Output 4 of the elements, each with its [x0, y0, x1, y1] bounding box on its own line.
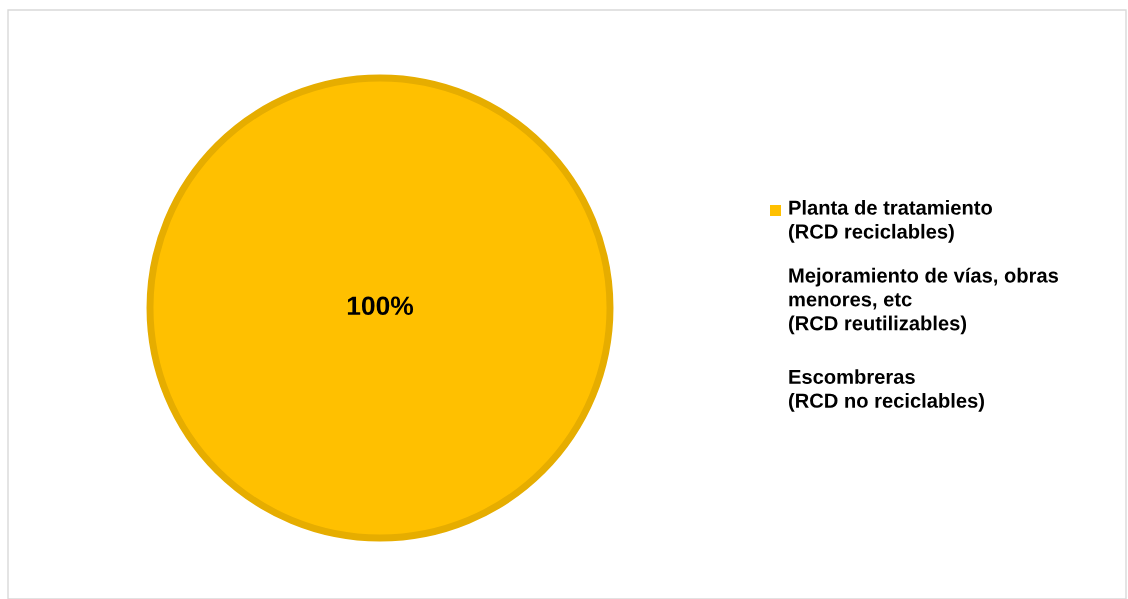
data-label: 100% — [347, 296, 414, 316]
category-label: Escombreras (RCD no reciclables) — [789, 369, 984, 412]
legend-label: Planta de tratamiento (RCD reciclables) — [789, 200, 992, 243]
category-label: Mejoramiento de vías, obras menores, etc (RCD reutilizables) — [789, 267, 1059, 335]
